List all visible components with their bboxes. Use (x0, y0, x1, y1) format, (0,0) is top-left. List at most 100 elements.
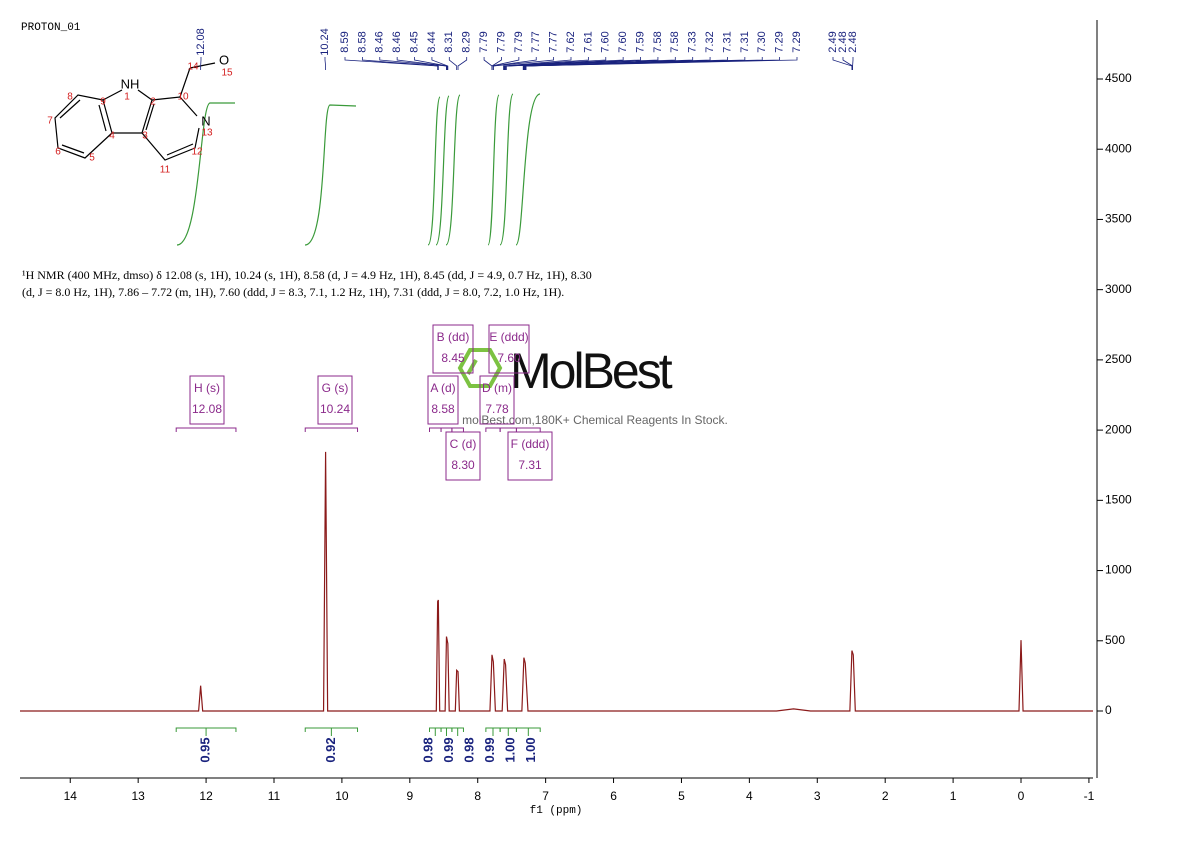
atom-number: 2 (150, 97, 156, 108)
multiplet-box (479, 375, 515, 425)
peak-label: 8.29 (461, 31, 473, 52)
multiplet-box (488, 324, 530, 374)
integral-bracket (304, 727, 359, 736)
atom-number: 13 (201, 128, 213, 139)
x-tick-label: 3 (814, 789, 821, 803)
y-tick-label: 3500 (1105, 212, 1132, 226)
atom-number: 14 (187, 62, 199, 73)
integral-bracket (440, 727, 453, 736)
y-tick-label: 2500 (1105, 352, 1132, 366)
y-tick-label: 4000 (1105, 141, 1132, 155)
peak-connector (379, 57, 447, 70)
peak-label: 7.29 (791, 31, 803, 52)
atom-number: 3 (142, 131, 148, 142)
peak-label: 7.60 (600, 31, 612, 52)
peak-connector (483, 57, 493, 70)
integral-curve (176, 93, 541, 246)
atom-number: 15 (221, 68, 233, 79)
peak-connector (503, 57, 589, 70)
atom-number: 4 (109, 131, 115, 142)
y-tick-label: 3000 (1105, 282, 1132, 296)
atom-number: 11 (160, 165, 171, 176)
peak-label: 8.58 (356, 31, 368, 52)
peak-label: 8.44 (426, 31, 438, 52)
integral-bracket (429, 727, 442, 736)
multiplet-name: E (ddd) (489, 330, 528, 344)
y-tick-label: 500 (1105, 633, 1125, 647)
x-axis-label: f1 (ppm) (530, 805, 583, 817)
peak-label: 7.61 (582, 31, 594, 52)
peak-label: 7.33 (687, 31, 699, 52)
x-tick-label: 0 (1018, 789, 1025, 803)
atom-label: NH (121, 76, 140, 91)
range-bracket (304, 427, 359, 432)
peak-label: 7.58 (652, 31, 664, 52)
integral-bracket (451, 727, 464, 736)
y-tick-label: 0 (1105, 703, 1112, 717)
atom-label: N (201, 113, 210, 128)
peak-connector (414, 57, 448, 70)
peak-connector (457, 57, 468, 70)
peak-label: 7.79 (478, 31, 490, 52)
peak-label: 10.24 (319, 28, 331, 56)
atom-number: 1 (124, 92, 130, 103)
x-tick-label: 11 (268, 789, 281, 803)
peak-label: 7.58 (669, 31, 681, 52)
integral-value: 0.95 (198, 737, 213, 762)
integral-value: 0.98 (420, 737, 435, 762)
peak-label: 7.79 (495, 31, 507, 52)
integral-value: 1.00 (502, 737, 517, 762)
peak-label: 2.48 (837, 31, 849, 52)
atom-label: O (219, 52, 229, 67)
x-tick-label: 4 (746, 789, 753, 803)
peak-label: 8.46 (391, 31, 403, 52)
peak-connector (492, 57, 555, 70)
atom-number: 12 (191, 147, 203, 158)
y-tick-label: 4500 (1105, 71, 1132, 85)
x-tick-label: 7 (542, 789, 549, 803)
peak-connector (832, 57, 853, 70)
peak-label: 12.08 (195, 28, 207, 56)
range-bracket (515, 427, 541, 432)
multiplet-name: F (ddd) (511, 437, 550, 451)
range-bracket (499, 427, 517, 432)
peak-connector (503, 57, 572, 70)
atom-number: 7 (47, 116, 53, 127)
atom-number: 9 (100, 97, 106, 108)
x-tick-label: -1 (1084, 789, 1095, 803)
integral-bracket (175, 727, 237, 736)
x-tick-label: 9 (406, 789, 413, 803)
x-tick-label: 5 (678, 789, 685, 803)
peak-label: 7.77 (548, 31, 560, 52)
atom-number: 6 (55, 147, 61, 158)
integral-bracket (485, 727, 501, 736)
multiplet-box (507, 431, 553, 481)
peak-connector (344, 57, 439, 70)
peak-label: 2.48 (847, 31, 859, 52)
peak-label: 7.59 (634, 31, 646, 52)
x-tick-label: 12 (199, 789, 213, 803)
peak-label: 7.62 (565, 31, 577, 52)
atom-number: 5 (89, 153, 95, 164)
peak-label: 7.79 (513, 31, 525, 52)
peak-label: 8.45 (408, 31, 420, 52)
range-bracket (175, 427, 237, 432)
peak-connector (431, 57, 449, 70)
peak-label: 7.77 (530, 31, 542, 52)
watermark-brand: MolBest (510, 343, 673, 399)
structure-bonds (54, 62, 216, 161)
multiplet-shift: 7.60 (497, 351, 521, 365)
x-tick-label: 13 (131, 789, 145, 803)
range-bracket (451, 427, 464, 432)
y-tick-label: 2000 (1105, 422, 1132, 436)
peak-connector (491, 57, 520, 70)
range-bracket (485, 427, 501, 432)
peak-connector (504, 57, 624, 70)
range-bracket (440, 427, 453, 432)
multiplet-name: D (m) (482, 381, 512, 395)
peak-connector (324, 57, 327, 70)
multiplet-name: A (d) (430, 381, 455, 395)
peak-label: 7.60 (617, 31, 629, 52)
peak-connector (448, 57, 458, 70)
x-tick-label: 8 (474, 789, 481, 803)
